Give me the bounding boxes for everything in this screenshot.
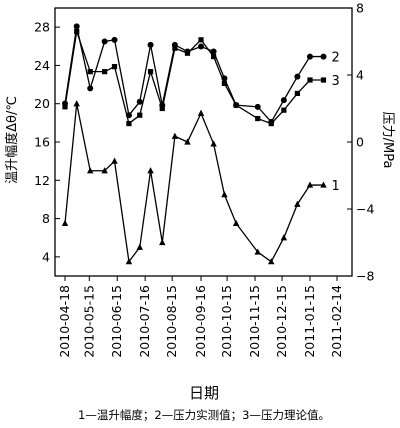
series-2-point (87, 85, 94, 92)
y-left-tick-label: 20 (34, 96, 50, 111)
series-2-point (320, 53, 327, 60)
y-right-tick-label: −8 (356, 269, 374, 284)
series-1-point (111, 157, 118, 164)
y-right-tick-label: −4 (356, 202, 374, 217)
series-1-label: 1 (331, 179, 339, 194)
x-tick-label: 2010-05-15 (81, 285, 96, 358)
x-tick-label: 2011-02-14 (329, 285, 344, 358)
y-axis-left-title: 温升幅度Δθ/℃ (4, 96, 20, 184)
series-3-point (62, 104, 68, 110)
x-tick-label: 2010-08-15 (164, 285, 179, 358)
series-1-point (254, 248, 261, 255)
series-2-point (294, 73, 301, 80)
series-3-point (137, 112, 143, 118)
y-axis-left: 4 8 12 16 20 24 28 (34, 20, 60, 264)
series-1-point (61, 219, 69, 226)
series-2-point (306, 53, 313, 60)
series-1-point (294, 200, 301, 207)
figure-caption: 1—温升幅度；2—压力实测值；3—压力理论值。 (78, 408, 330, 422)
series-1-point (101, 167, 108, 174)
series-3-point (172, 45, 178, 51)
series-3-point (184, 50, 191, 56)
series-1-point (197, 109, 205, 116)
y-left-tick-label: 8 (42, 211, 50, 226)
series-2-point (111, 36, 118, 43)
y-right-tick-label: 4 (356, 68, 364, 83)
series-2-point (73, 23, 80, 30)
y-left-tick-label: 16 (34, 135, 50, 150)
series-3-point (268, 120, 274, 127)
series-1-point (159, 238, 166, 246)
x-tick-label: 2011-01-15 (302, 285, 317, 358)
y-left-tick-label: 28 (34, 20, 50, 35)
series-1-point (125, 258, 133, 265)
series-3-point (211, 53, 217, 60)
y-right-tick-label: 8 (356, 1, 364, 16)
y-axis-right-title: 压力/MPa (380, 112, 395, 169)
x-tick-label: 2010-10-15 (219, 285, 234, 358)
x-axis-title: 日期 (189, 384, 219, 402)
series-1-point (147, 167, 154, 174)
x-axis: 2010-04-18 2010-05-15 2010-06-15 2010-07-16… (57, 276, 344, 358)
series-layer: 1 2 3 (61, 23, 340, 265)
series-3-point (255, 115, 261, 122)
series-3-point (87, 69, 93, 75)
series-2-point (280, 97, 287, 104)
series-2-point (147, 41, 154, 48)
series-3-point (307, 77, 313, 83)
series-3-point (281, 107, 287, 113)
series-3-point (320, 77, 327, 83)
series-1-point (280, 234, 288, 241)
series-1-point (232, 219, 240, 226)
x-tick-label: 2010-11-15 (247, 285, 262, 358)
y-left-tick-label: 12 (34, 173, 50, 188)
series-3-label: 3 (331, 74, 339, 89)
series-1-point (268, 258, 275, 265)
series-2-point (101, 38, 108, 45)
series-2-point (254, 103, 261, 110)
series-3-point (198, 37, 204, 43)
x-tick-label: 2010-12-15 (274, 285, 289, 358)
series-3-point (294, 90, 300, 97)
series-2-point (210, 48, 217, 55)
series-1-point (221, 191, 228, 198)
series-3-point (159, 105, 165, 112)
series-1-point (136, 243, 143, 250)
series-1-point (87, 167, 94, 174)
series-2-point (198, 43, 204, 50)
series-1-point (171, 132, 179, 139)
series-3-point (74, 28, 80, 35)
series-3-point (147, 69, 154, 75)
series-2-point (136, 98, 143, 105)
x-tick-label: 2010-09-16 (193, 285, 208, 358)
series-1-point (73, 100, 80, 107)
series-1-point (184, 138, 191, 145)
x-tick-label: 2010-04-18 (57, 285, 72, 358)
x-tick-label: 2010-06-15 (109, 285, 124, 358)
series-2-label: 2 (331, 51, 339, 66)
x-tick-label: 2010-07-16 (137, 285, 152, 358)
series-3-point (126, 120, 132, 127)
y-left-tick-label: 24 (34, 58, 50, 73)
series-1-point (320, 181, 327, 188)
series-3-point (111, 64, 118, 70)
series-1-point (210, 140, 217, 147)
series-3-point (102, 69, 108, 75)
y-left-tick-label: 4 (42, 249, 50, 264)
y-right-tick-label: 0 (356, 135, 364, 150)
series-3-point (221, 80, 228, 86)
y-axis-right: −8 −4 0 4 8 (347, 1, 374, 284)
series-3-point (233, 102, 239, 108)
series-1-point (306, 181, 314, 188)
